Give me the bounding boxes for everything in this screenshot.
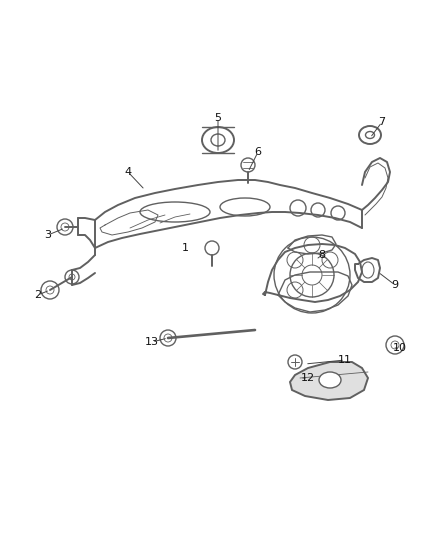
Polygon shape: [290, 362, 368, 400]
Text: 11: 11: [338, 355, 352, 365]
Text: 8: 8: [318, 250, 325, 260]
Ellipse shape: [319, 372, 341, 388]
Text: 7: 7: [378, 117, 385, 127]
Text: 13: 13: [145, 337, 159, 347]
Text: 6: 6: [254, 147, 261, 157]
Text: 10: 10: [393, 343, 407, 353]
Text: 1: 1: [181, 243, 188, 253]
Text: 9: 9: [392, 280, 399, 290]
Text: 3: 3: [45, 230, 52, 240]
Text: 5: 5: [215, 113, 222, 123]
Text: 2: 2: [35, 290, 42, 300]
Text: 4: 4: [124, 167, 131, 177]
Text: 12: 12: [301, 373, 315, 383]
